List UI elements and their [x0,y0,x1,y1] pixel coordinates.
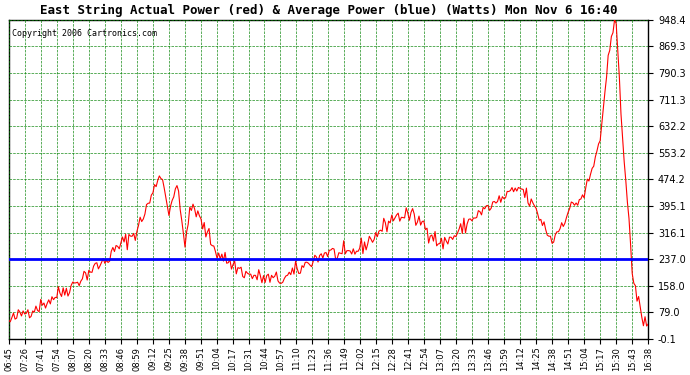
Text: Copyright 2006 Cartronics.com: Copyright 2006 Cartronics.com [12,29,157,38]
Title: East String Actual Power (red) & Average Power (blue) (Watts) Mon Nov 6 16:40: East String Actual Power (red) & Average… [40,4,617,17]
